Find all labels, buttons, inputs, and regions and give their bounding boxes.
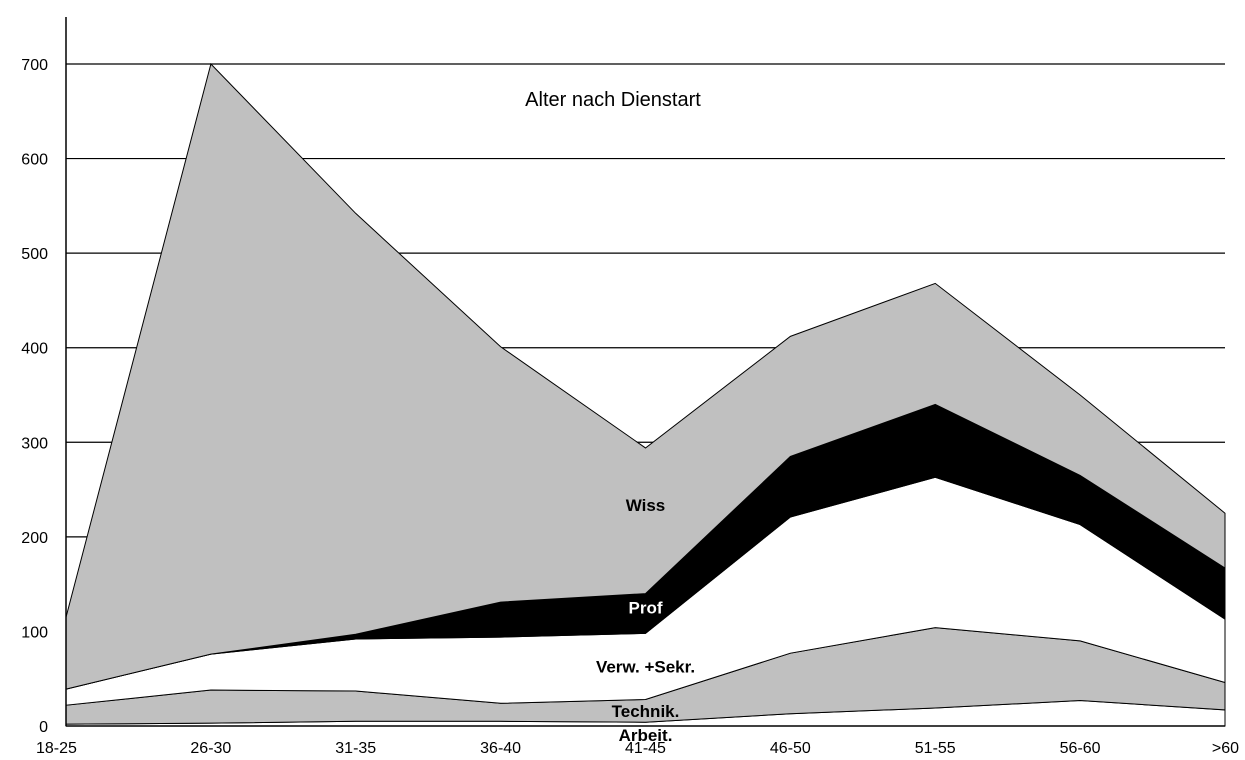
series-labels: Arbeit. Technik. Verw. +Sekr. Prof Wiss [596, 496, 695, 745]
x-tick-label: 36-40 [480, 740, 521, 757]
area-wiss [65, 63, 1226, 690]
axes [65, 17, 1225, 727]
series-label-arbeit: Arbeit. [619, 726, 673, 745]
y-tick-labels: 0 100 200 300 400 500 600 700 [21, 57, 48, 736]
y-tick-label: 200 [21, 530, 48, 547]
x-tick-label: 56-60 [1060, 740, 1101, 757]
series-label-wiss: Wiss [626, 496, 666, 515]
x-tick-label: 46-50 [770, 740, 811, 757]
x-tick-label: 26-30 [190, 740, 231, 757]
area-series [65, 63, 1226, 727]
series-label-verw-sekr: Verw. +Sekr. [596, 657, 695, 676]
y-tick-label: 400 [21, 341, 48, 358]
x-tick-label: 31-35 [335, 740, 376, 757]
chart-title: Alter nach Dienstart [525, 89, 701, 111]
x-tick-label: 41-45 [625, 740, 666, 757]
y-tick-label: 600 [21, 152, 48, 169]
y-tick-label: 0 [39, 719, 48, 736]
x-tick-label: 51-55 [915, 740, 956, 757]
x-tick-label: 18-25 [36, 740, 77, 757]
y-tick-label: 700 [21, 57, 48, 74]
x-tick-label: >60 [1212, 740, 1239, 757]
x-tick-labels: 18-25 26-30 31-35 36-40 41-45 46-50 51-55 56-60… [36, 740, 1239, 757]
y-tick-label: 500 [21, 246, 48, 263]
y-tick-label: 100 [21, 624, 48, 641]
series-label-technik: Technik. [612, 702, 680, 721]
y-tick-label: 300 [21, 435, 48, 452]
series-label-prof: Prof [629, 598, 663, 617]
